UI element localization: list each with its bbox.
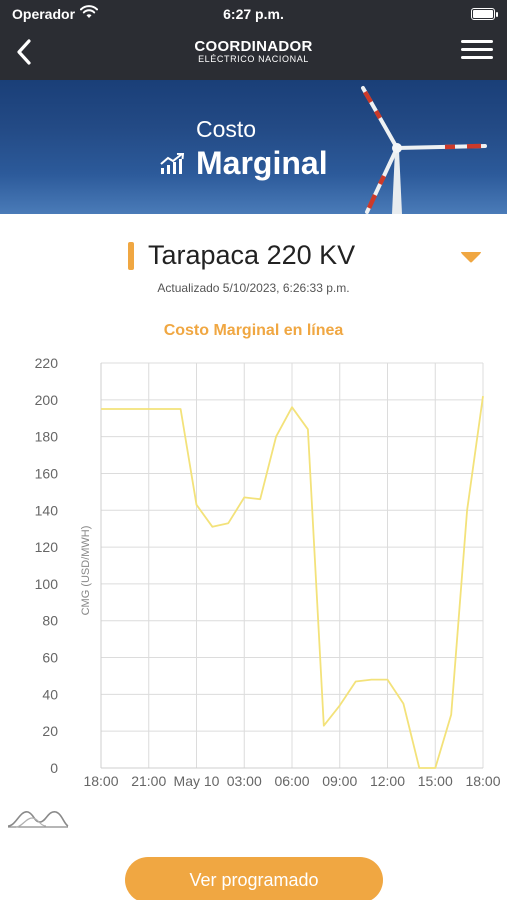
banner-line2: Marginal — [196, 145, 328, 181]
top-bar: Operador 6:27 p.m. COORDINADOR ELÉCTRICO… — [0, 0, 507, 80]
brand-main: COORDINADOR — [194, 38, 313, 55]
y-tick-label: 160 — [35, 465, 59, 481]
y-tick-label: 120 — [35, 539, 59, 555]
back-button[interactable] — [8, 36, 40, 68]
wave-chart-icon[interactable] — [6, 806, 70, 830]
brand-logo: COORDINADOR ELÉCTRICO NACIONAL — [0, 39, 507, 64]
last-updated-label: Actualizado 5/10/2023, 6:26:33 p.m. — [157, 281, 350, 295]
y-tick-label: 100 — [35, 576, 59, 592]
chart-title: Costo Marginal en línea — [163, 322, 344, 339]
view-scheduled-button[interactable]: Ver programado — [125, 857, 383, 900]
hamburger-menu-icon[interactable] — [461, 40, 493, 64]
carrier-label: Operador — [12, 6, 76, 22]
y-axis-label: CMG (USD/MWH) — [80, 526, 92, 616]
y-tick-label: 20 — [42, 723, 58, 739]
caret-down-icon[interactable] — [460, 250, 482, 264]
x-tick-label: 15:00 — [418, 773, 453, 789]
station-accent-bar — [128, 242, 134, 270]
x-tick-label: 18:00 — [83, 773, 118, 789]
banner: Costo Marginal — [0, 80, 507, 214]
wifi-icon — [80, 5, 98, 18]
y-tick-label: 200 — [35, 392, 59, 408]
chevron-left-icon — [17, 39, 31, 65]
status-bar: Operador 6:27 p.m. — [0, 0, 507, 28]
banner-line1: Costo — [196, 116, 257, 142]
banner-title: Costo Marginal — [160, 116, 328, 182]
x-tick-label: 09:00 — [322, 773, 357, 789]
y-tick-label: 40 — [42, 686, 58, 702]
station-name[interactable]: Tarapaca 220 KV — [148, 240, 356, 270]
y-tick-label: 60 — [42, 650, 58, 666]
x-tick-label: 12:00 — [370, 773, 405, 789]
wind-turbine-image — [361, 86, 487, 214]
battery-icon — [471, 8, 498, 20]
y-tick-label: 180 — [35, 429, 59, 445]
brand-sub: ELÉCTRICO NACIONAL — [198, 54, 309, 64]
y-tick-label: 80 — [42, 613, 58, 629]
y-tick-label: 140 — [35, 502, 59, 518]
x-tick-label: 06:00 — [274, 773, 309, 789]
station-selector[interactable]: Tarapaca 220 KV — [0, 238, 507, 274]
x-tick-label: 03:00 — [227, 773, 262, 789]
x-tick-label: May 10 — [174, 773, 220, 789]
y-tick-label: 0 — [50, 760, 58, 776]
chart-up-icon — [160, 152, 185, 174]
x-tick-label: 18:00 — [465, 773, 500, 789]
y-tick-label: 220 — [35, 355, 59, 371]
series-line — [101, 395, 484, 769]
line-chart: 0 20 40 60 80 100 120 140 160 180 200 220 18:00 21:00… — [35, 355, 501, 789]
status-time: 6:27 p.m. — [223, 6, 284, 22]
x-tick-label: 21:00 — [131, 773, 166, 789]
